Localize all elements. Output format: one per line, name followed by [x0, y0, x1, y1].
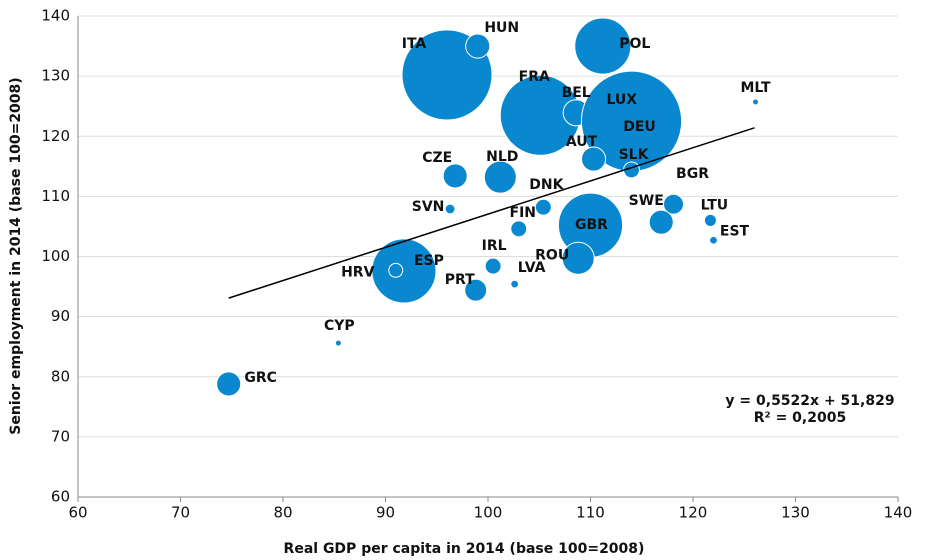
bubble-label: DNK	[529, 177, 564, 193]
bubble-label: CYP	[324, 318, 355, 334]
x-tick-label: 120	[679, 504, 708, 522]
bubble	[484, 257, 502, 275]
x-tick-label: 110	[576, 504, 605, 522]
bubble-label: EST	[720, 223, 750, 239]
bubble-label: LUX	[606, 92, 637, 108]
bubble	[464, 278, 488, 302]
y-tick-label: 80	[51, 367, 70, 385]
x-tick-label: 60	[68, 504, 87, 522]
bubble	[510, 279, 520, 289]
trend-r2: R² = 0,2005	[754, 410, 846, 426]
bubble-label: FRA	[519, 69, 550, 85]
bubble-label: SLK	[619, 147, 650, 163]
y-axis-label: Senior employment in 2014 (base 100=2008…	[8, 77, 24, 434]
bubble-label: LVA	[518, 260, 546, 276]
y-tick-label: 60	[51, 488, 70, 506]
y-tick-label: 120	[41, 127, 70, 145]
bubble	[703, 213, 717, 227]
bubble-label: ESP	[414, 253, 444, 269]
bubble	[444, 203, 456, 215]
bubble-label: HUN	[484, 20, 519, 36]
bubble-label: FIN	[510, 205, 537, 221]
x-tick-label: 90	[376, 504, 395, 522]
bubble	[388, 262, 404, 278]
y-tick-label: 110	[41, 187, 70, 205]
bubble-label: DEU	[623, 119, 656, 135]
bubble-label: PRT	[445, 272, 475, 288]
bubble	[581, 146, 607, 172]
bubble-label: SVN	[412, 199, 445, 215]
bubble-label: GRC	[244, 370, 277, 386]
bubble-label: IRL	[482, 238, 507, 254]
bubble	[574, 17, 632, 75]
bubble	[465, 33, 491, 59]
x-tick-label: 70	[171, 504, 190, 522]
bubble	[371, 238, 437, 304]
bubble	[334, 339, 342, 347]
bubble	[216, 371, 242, 397]
trend-equation: y = 0,5522x + 51,829	[725, 393, 894, 409]
bubble	[483, 160, 517, 194]
bubble-label: POL	[619, 36, 650, 52]
trend-line	[228, 127, 755, 299]
bubble-label: BGR	[676, 166, 709, 182]
bubble	[561, 241, 595, 275]
bubble-label: ITA	[402, 36, 427, 52]
y-tick-label: 140	[41, 7, 70, 25]
x-tick-label: 80	[273, 504, 292, 522]
x-axis-label: Real GDP per capita in 2014 (base 100=20…	[284, 541, 645, 557]
bubble	[663, 193, 685, 215]
bubble-label: GBR	[575, 217, 608, 233]
y-tick-label: 70	[51, 427, 70, 445]
bubble	[510, 220, 528, 238]
y-tick-label: 130	[41, 67, 70, 85]
bubble-label: BEL	[562, 85, 591, 101]
bubble-label: CZE	[422, 150, 452, 166]
bubble	[709, 235, 718, 245]
bubble	[442, 163, 468, 189]
bubble-label: LTU	[701, 197, 729, 213]
x-tick-label: 100	[474, 504, 503, 522]
y-tick-label: 100	[41, 247, 70, 265]
bubble	[752, 98, 760, 106]
x-tick-label: 130	[781, 504, 810, 522]
x-tick-label: 140	[884, 504, 913, 522]
bubble-label: AUT	[566, 134, 598, 150]
bubble-label: MLT	[740, 80, 771, 96]
bubble-label: ROU	[535, 247, 569, 263]
bubble	[534, 198, 552, 216]
bubble-label: SWE	[629, 193, 664, 209]
bubble-label: NLD	[486, 149, 518, 165]
bubble-label: HRV	[341, 264, 374, 280]
bubble	[648, 209, 674, 235]
y-tick-label: 90	[51, 307, 70, 325]
